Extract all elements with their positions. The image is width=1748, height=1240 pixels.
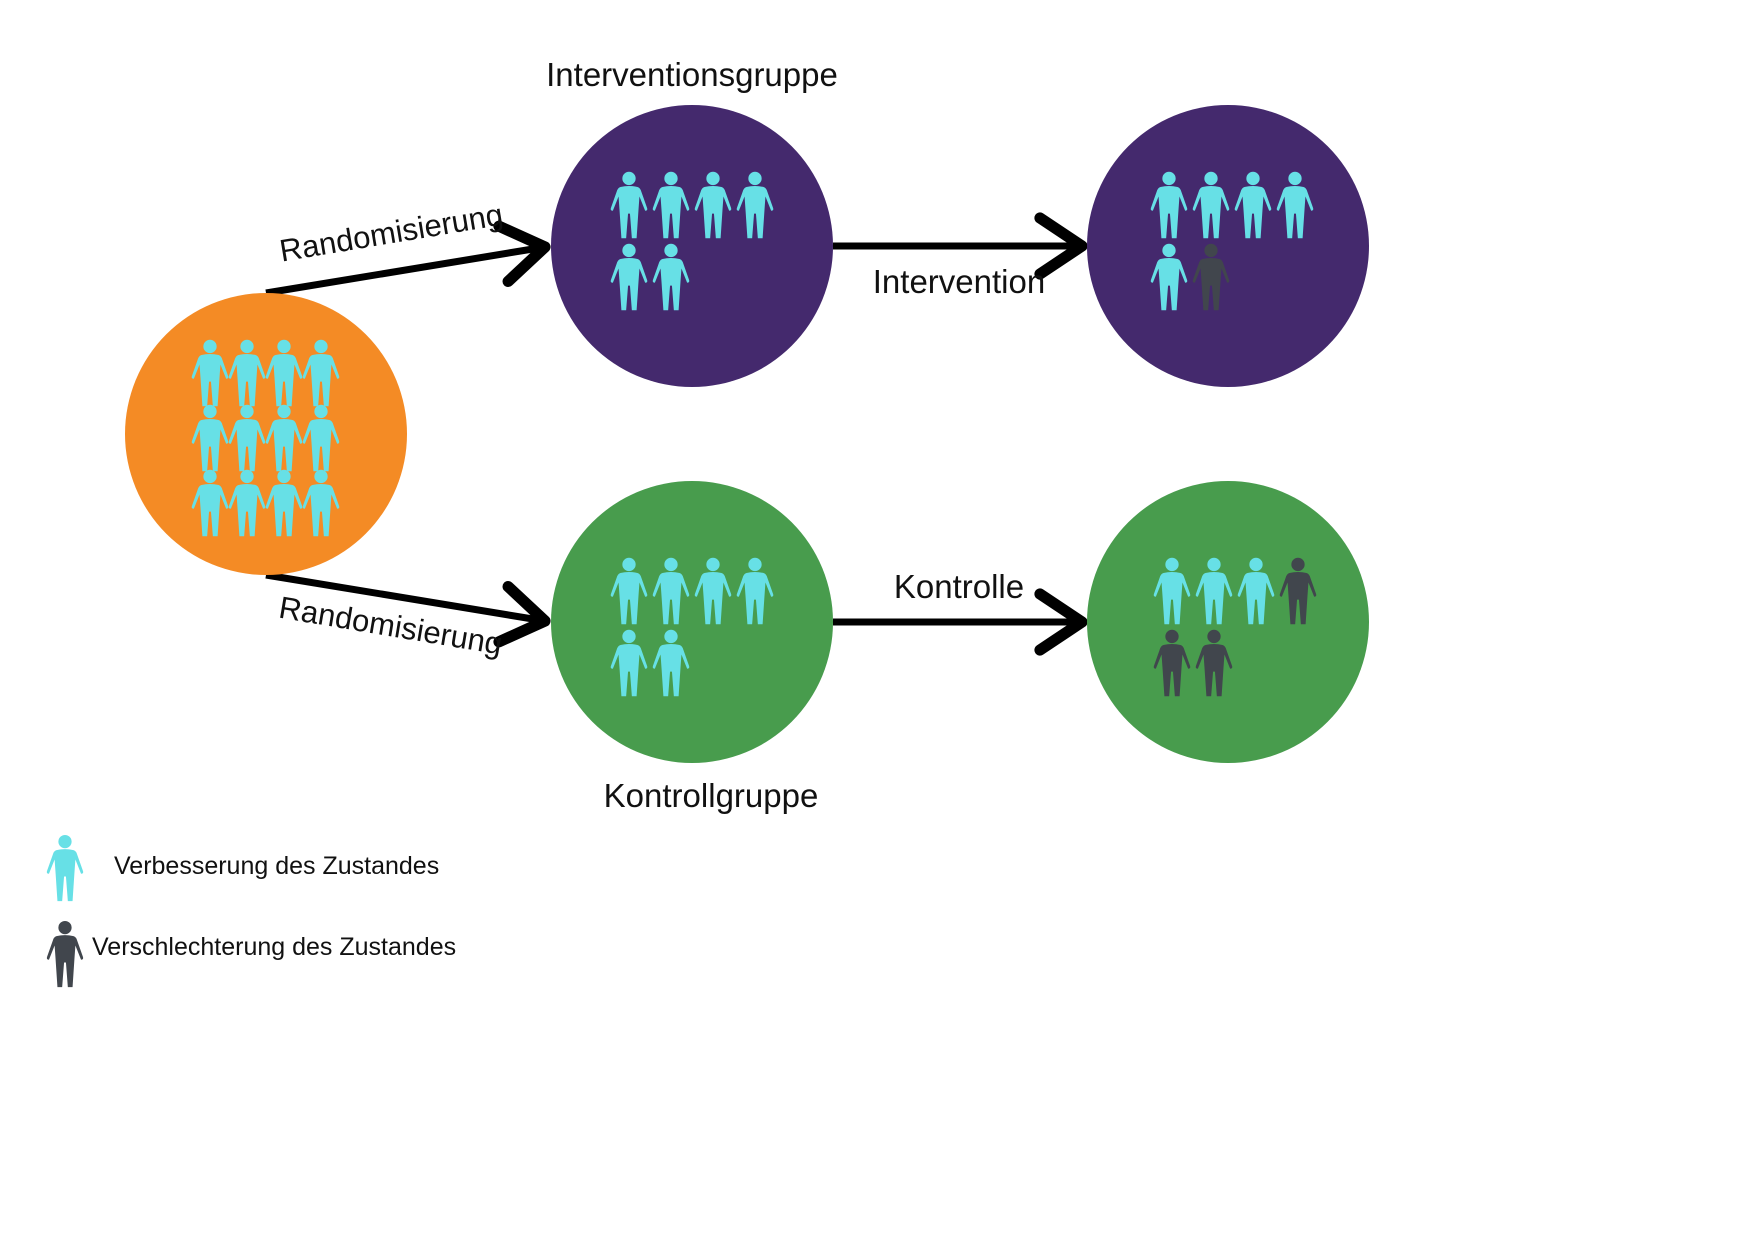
randomization-bottom-label: Randomisierung (277, 590, 505, 662)
intervention-after-circle (1087, 105, 1369, 387)
person-icon (46, 835, 84, 902)
legend-label-worsened: Verschlechterung des Zustandes (92, 933, 456, 961)
legend-label-improved: Verbesserung des Zustandes (114, 852, 439, 880)
control-before-circle (551, 481, 833, 763)
intervention-group-label: Interventionsgruppe (546, 56, 838, 93)
person-icon (46, 921, 84, 988)
legend: Verbesserung des Zustandes Verschlechter… (46, 835, 456, 988)
population-circle (125, 293, 407, 575)
control-group-label: Kontrollgruppe (604, 777, 819, 814)
arrow-randomization-bottom (265, 571, 551, 648)
arrow-randomization-top (265, 220, 551, 297)
control-after-circle (1087, 481, 1369, 763)
control-label: Kontrolle (894, 568, 1024, 605)
intervention-before-circle (551, 105, 833, 387)
intervention-label: Intervention (873, 263, 1045, 300)
